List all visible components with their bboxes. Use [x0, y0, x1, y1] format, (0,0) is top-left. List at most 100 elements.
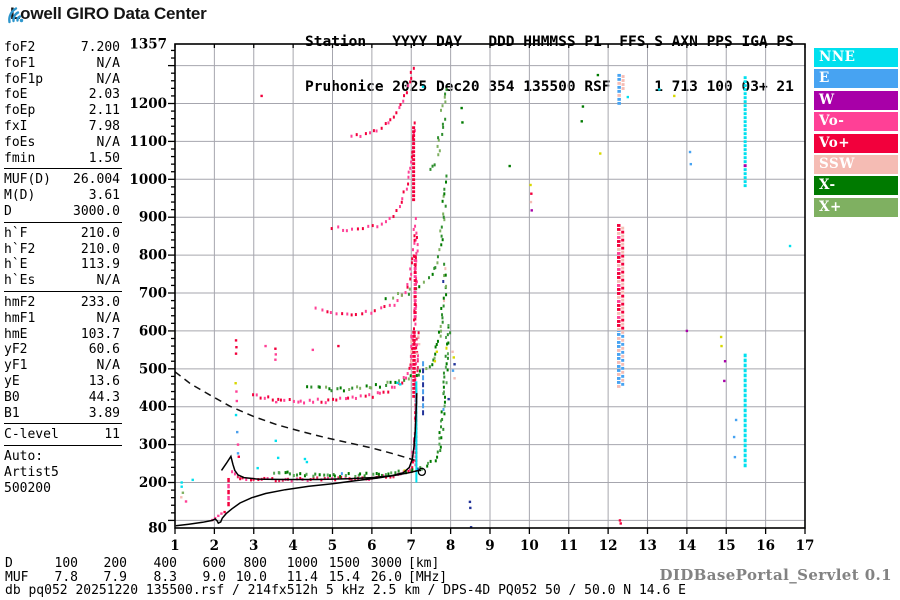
legend-item-ssw: SSW: [814, 154, 898, 174]
parameter-label: foF1p: [4, 71, 44, 87]
parameter-value: 3.89: [88, 405, 120, 421]
column-cyan-vertical-line: [415, 381, 418, 483]
parameter-row: foEp 2.11: [4, 103, 120, 119]
legend-item-vo: Vo+: [814, 133, 898, 153]
parameter-label: hmF1: [4, 310, 36, 326]
column-rfi-12.3-mid-b: [621, 226, 625, 330]
legend-item-w: W: [814, 90, 898, 110]
parameter-value: 210.0: [80, 241, 120, 257]
y-tick-label: 300: [139, 437, 167, 453]
parameter-value: N/A: [96, 55, 120, 71]
parameter-label: h`E: [4, 257, 28, 273]
parameter-row: foEs N/A: [4, 135, 120, 151]
x-tick-label: 2: [210, 538, 219, 554]
table-value: 7.9: [103, 570, 127, 585]
table-value: 100: [54, 556, 78, 571]
parameter-label: B0: [4, 389, 20, 405]
parameter-label: foE: [4, 87, 28, 103]
muf3000-transmission-curve: [175, 371, 415, 461]
table-value: 10.0: [235, 570, 267, 585]
panel-separator: [4, 221, 122, 223]
parameter-value: 44.3: [88, 389, 120, 405]
trace-X-trace-hop4: [429, 87, 448, 171]
parameter-row: 500200: [4, 481, 120, 497]
legend-item-x: X-: [814, 176, 898, 196]
x-tick-label: 10: [520, 538, 539, 554]
table-value: 600: [202, 556, 226, 571]
parameter-label: Auto:: [4, 449, 44, 465]
parameter-label: yF2: [4, 342, 28, 358]
y-tick-label: 700: [139, 286, 167, 302]
parameter-value: 210.0: [80, 225, 120, 241]
x-tick-label: 12: [599, 538, 618, 554]
table-value: 1000: [286, 556, 318, 571]
parameter-value: N/A: [96, 310, 120, 326]
x-tick-label: 11: [559, 538, 578, 554]
x-axis-labels: 1 2 3 4 5 6 7 8 9 10 11 12 13 14 15 16 17: [170, 538, 814, 554]
x-tick-label: 8: [446, 538, 455, 554]
parameter-row: foE 2.03: [4, 87, 120, 103]
axis-ticks: [168, 44, 806, 534]
parameter-row: B1 3.89: [4, 406, 120, 422]
parameter-row: M(D) 3.61: [4, 188, 120, 204]
parameter-label: h`F: [4, 225, 28, 241]
y-tick-label: 80: [148, 521, 167, 537]
column-rfi-12.3-top-a: [617, 73, 621, 105]
column-rfi-12.3-mid-a: [617, 224, 621, 331]
trace-O-trace-hop2: [252, 231, 419, 405]
parameter-label: foEs: [4, 134, 36, 150]
parameter-value: 13.6: [88, 373, 120, 389]
column-o-spread-1: [412, 126, 416, 202]
table-value: 400: [153, 556, 177, 571]
ionogram-parameters-panel: foF2 7.200 foF1 N/A foF1p N/A foE 2.03 foEp 2.11 f…: [4, 40, 122, 497]
x-tick-label: 14: [677, 538, 696, 554]
parameter-value: 103.7: [80, 326, 120, 342]
parameter-value: 7.200: [80, 40, 120, 55]
parameter-value: 113.9: [80, 257, 120, 273]
column-rfi-15.5-top: [743, 76, 747, 188]
parameter-value: 3.61: [88, 188, 120, 204]
x-tick-label: 6: [367, 538, 376, 554]
table-value: 26.0: [370, 570, 402, 585]
parameter-row: yE 13.6: [4, 374, 120, 390]
trace-X-trace-hop3: [384, 174, 448, 301]
logo-text: Lowell GIRO Data Center: [10, 4, 207, 23]
x-tick-label: 16: [756, 538, 775, 554]
parameter-label: MUF(D): [4, 172, 51, 188]
x-tick-label: 5: [328, 538, 337, 554]
table-value: 11.4: [286, 570, 318, 585]
parameter-row: fmin 1.50: [4, 151, 120, 167]
parameter-value: 11: [104, 427, 120, 443]
header-line1: Station YYYY DAY DDD HHMMSS P1 FFS S AXN…: [305, 34, 794, 50]
table-value: 7.8: [54, 570, 78, 585]
table-value: 8.3: [153, 570, 177, 585]
parameter-label: M(D): [4, 188, 36, 204]
parameter-row: h`F 210.0: [4, 226, 120, 242]
parameter-row: D 3000.0: [4, 204, 120, 220]
panel-separator: [4, 423, 122, 425]
panel-separator: [4, 445, 122, 447]
parameter-row: hmF1 N/A: [4, 311, 120, 327]
parameter-row: yF1 N/A: [4, 358, 120, 374]
parameter-value: 3000.0: [73, 203, 120, 219]
parameter-row: Auto:: [4, 449, 120, 465]
y-tick-label: 600: [139, 323, 167, 339]
y-tick-label: 500: [139, 361, 167, 377]
parameter-value: 60.6: [88, 342, 120, 358]
parameter-label: foF2: [4, 40, 36, 55]
parameter-row: h`F2 210.0: [4, 242, 120, 258]
y-tick-label: 1357: [129, 37, 167, 53]
column-o-spread-3: [412, 330, 416, 398]
parameter-value: N/A: [96, 134, 120, 150]
x-tick-label: 4: [288, 538, 297, 554]
plot-grid: [175, 44, 805, 528]
table-row-label: D: [5, 556, 13, 571]
logo: Lowell GIRO Data Center: [6, 4, 207, 24]
echo-direction-legend: NNE E W Vo- Vo+ SSW X- X+: [814, 48, 898, 219]
db-record-line: db pq052 20251220 135500.rsf / 214fx512h…: [5, 583, 686, 598]
column-rfi-12.3-top-b: [621, 75, 625, 90]
parameter-row: MUF(D) 26.004: [4, 172, 120, 188]
parameter-label: fxI: [4, 118, 28, 134]
y-tick-label: 1100: [129, 134, 167, 150]
